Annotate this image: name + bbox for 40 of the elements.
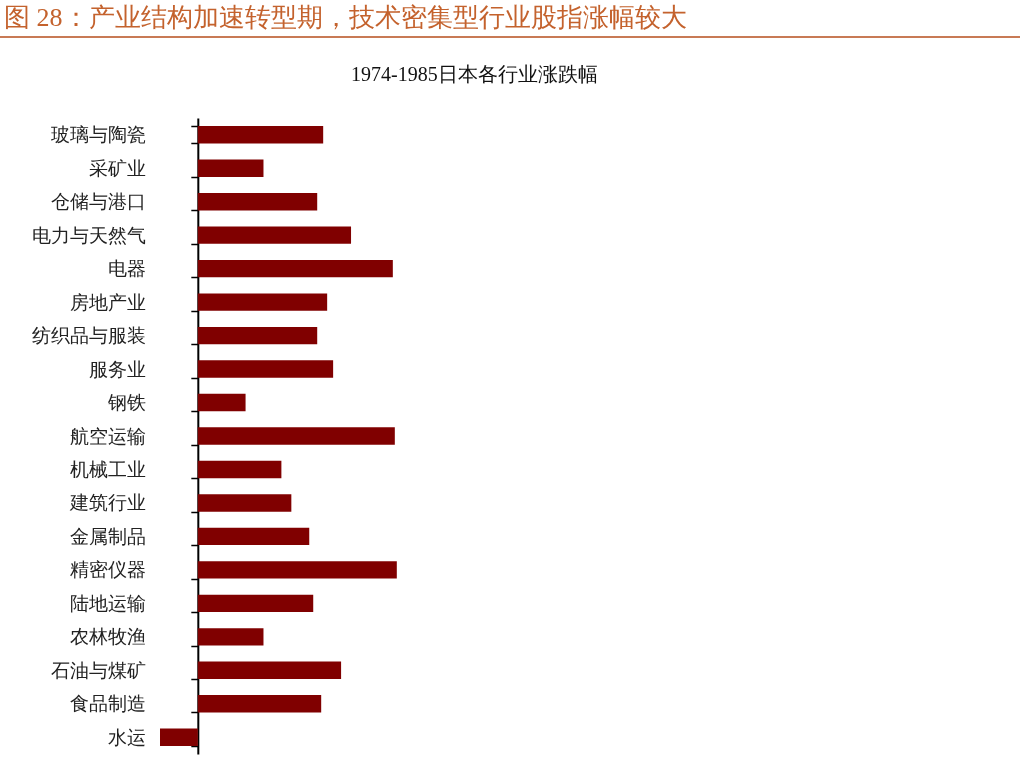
bar <box>197 427 395 445</box>
bar <box>197 360 334 378</box>
y-tick-label: 食品制造 <box>69 693 146 715</box>
bar <box>160 728 198 746</box>
y-tick-label: 房地产业 <box>69 291 146 313</box>
bar <box>197 527 310 546</box>
bar <box>197 326 318 345</box>
bar <box>197 393 246 412</box>
text: 1974-1985日本各行业涨跌幅 <box>351 63 598 85</box>
y-tick-label: 服务业 <box>88 358 146 380</box>
chart-title: 图 28：产业结构加速转型期，技术密集型行业股指涨幅较大 <box>0 0 1020 38</box>
bar <box>197 494 292 512</box>
y-tick-label: 纺织品与服装 <box>31 325 146 347</box>
y-tick-label: 仓储与港口 <box>50 191 146 213</box>
bar <box>197 192 318 211</box>
y-tick-label: 机械工业 <box>69 458 146 480</box>
bar <box>197 159 264 177</box>
bar <box>197 561 397 579</box>
y-tick-label: 航空运输 <box>69 425 146 447</box>
bar <box>197 695 322 713</box>
y-tick-label: 建筑行业 <box>68 492 146 514</box>
y-tick-label: 陆地运输 <box>69 592 146 614</box>
bar <box>197 259 393 278</box>
y-tick-label: 精密仪器 <box>69 559 146 581</box>
bar <box>197 226 352 244</box>
y-tick-label: 钢铁 <box>106 392 146 414</box>
bar <box>197 293 328 311</box>
y-tick-label: 水运 <box>107 726 146 748</box>
bar <box>197 594 314 613</box>
bar <box>197 661 342 680</box>
y-tick-label: 玻璃与陶瓷 <box>50 124 146 146</box>
bar <box>197 460 282 479</box>
y-tick-label: 电器 <box>107 258 146 280</box>
y-tick-label: 石油与煤矿 <box>50 659 146 681</box>
bar <box>197 628 264 646</box>
y-tick-label: 金属制品 <box>69 525 146 547</box>
y-tick-label: 采矿业 <box>88 157 146 179</box>
y-tick-label: 农林牧渔 <box>69 626 146 648</box>
bar <box>197 126 324 144</box>
y-tick-label: 电力与天然气 <box>31 224 146 246</box>
